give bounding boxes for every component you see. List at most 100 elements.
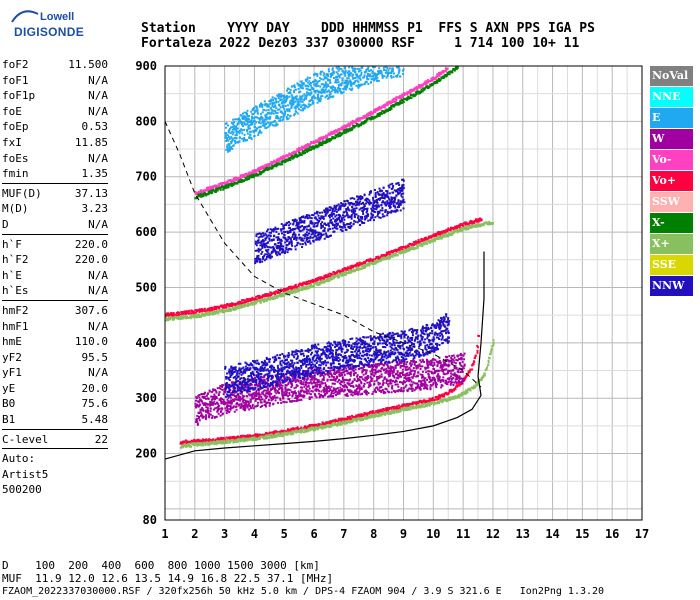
data-point: [285, 432, 288, 435]
data-point: [436, 396, 439, 399]
data-point: [279, 434, 282, 437]
data-point: [285, 384, 288, 387]
data-point: [256, 433, 259, 436]
data-point: [375, 258, 378, 261]
data-point: [238, 403, 241, 406]
data-point: [317, 140, 320, 143]
data-point: [410, 247, 413, 250]
data-point: [240, 435, 243, 438]
data-point: [201, 439, 204, 442]
data-point: [294, 392, 297, 395]
data-point: [274, 388, 277, 391]
data-point: [402, 404, 405, 407]
data-point: [359, 417, 362, 420]
data-point: [312, 145, 315, 148]
data-point: [238, 397, 241, 400]
data-point: [300, 148, 303, 151]
data-point: [327, 425, 330, 428]
data-point: [309, 393, 312, 396]
data-point: [309, 146, 312, 149]
data-point: [182, 443, 185, 446]
data-point: [246, 434, 249, 437]
data-point: [286, 372, 289, 375]
data-point: [201, 416, 204, 419]
data-point: [356, 124, 359, 127]
data-point: [263, 437, 266, 440]
data-point: [445, 399, 448, 402]
data-point: [342, 273, 345, 276]
data-point: [295, 151, 298, 154]
data-point: [385, 254, 388, 257]
data-point: [202, 415, 205, 418]
data-point: [332, 419, 335, 422]
param-row: h`F2 220.0: [2, 252, 108, 268]
data-point: [291, 395, 294, 398]
data-point: [489, 351, 492, 354]
data-point: [308, 397, 311, 400]
data-point: [355, 418, 358, 421]
data-point: [346, 268, 349, 271]
data-point: [460, 394, 463, 397]
data-point: [318, 139, 321, 142]
data-point: [194, 402, 197, 405]
data-point: [365, 413, 368, 416]
data-point: [284, 387, 287, 390]
data-point: [199, 310, 202, 313]
data-point: [456, 385, 459, 388]
data-point: [226, 403, 229, 406]
data-point: [263, 297, 266, 300]
data-point: [492, 339, 495, 342]
data-point: [417, 404, 420, 407]
data-point: [254, 174, 257, 177]
data-point: [358, 124, 361, 127]
data-point: [420, 401, 423, 404]
data-point: [438, 74, 441, 77]
data-point: [297, 287, 300, 290]
data-point: [469, 219, 472, 222]
data-point: [296, 427, 299, 430]
data-point: [382, 104, 385, 107]
data-point: [464, 392, 467, 395]
data-point: [424, 403, 427, 406]
data-point: [303, 385, 306, 388]
data-point: [403, 92, 406, 95]
data-point: [409, 405, 412, 408]
data-point: [478, 334, 481, 337]
data-point: [305, 285, 308, 288]
data-point: [220, 439, 223, 442]
data-point: [246, 436, 249, 439]
data-point: [292, 152, 295, 155]
data-point: [233, 178, 236, 181]
data-point: [369, 110, 372, 113]
data-point: [470, 368, 473, 371]
data-point: [433, 239, 436, 242]
data-point: [476, 349, 479, 352]
data-point: [266, 389, 269, 392]
data-point: [281, 156, 284, 159]
data-point: [359, 262, 362, 265]
data-point: [349, 421, 352, 424]
data-point: [295, 396, 298, 399]
data-point: [188, 309, 191, 312]
data-point: [310, 382, 313, 385]
param-key: h`Es: [2, 284, 29, 298]
data-point: [297, 148, 300, 151]
data-point: [300, 389, 303, 392]
data-point: [390, 412, 393, 415]
data-point: [327, 277, 330, 280]
data-point: [486, 366, 489, 369]
data-point: [234, 302, 237, 305]
data-point: [318, 380, 321, 383]
data-point: [294, 153, 297, 156]
data-point: [202, 409, 205, 412]
data-point: [474, 225, 477, 228]
data-point: [487, 223, 490, 226]
data-point: [409, 408, 412, 411]
data-point: [458, 384, 461, 387]
data-point: [259, 166, 262, 169]
data-point: [345, 270, 348, 273]
data-point: [211, 442, 214, 445]
data-point: [190, 314, 193, 317]
data-point: [254, 297, 257, 300]
data-point: [454, 225, 457, 228]
